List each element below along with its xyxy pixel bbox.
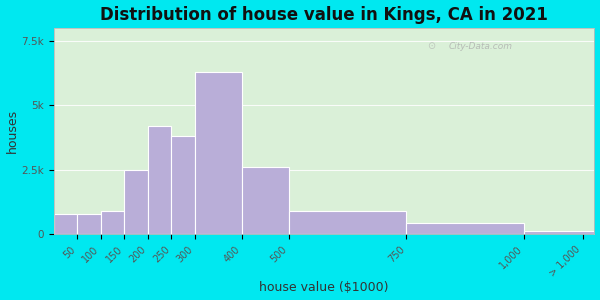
Y-axis label: houses: houses (5, 109, 19, 153)
Bar (195, 72, 242, 234)
Bar (148, 126, 172, 234)
Bar (172, 136, 195, 234)
X-axis label: house value ($1000): house value ($1000) (259, 281, 389, 294)
Title: Distribution of house value in Kings, CA in 2021: Distribution of house value in Kings, CA… (100, 6, 548, 24)
Bar (524, 230, 595, 234)
Bar (54, 214, 77, 234)
Bar (77, 214, 101, 234)
Bar (289, 211, 406, 234)
Bar (101, 211, 124, 234)
Text: City-Data.com: City-Data.com (448, 42, 512, 51)
Text: ⊙: ⊙ (427, 41, 435, 51)
Bar (242, 167, 289, 234)
Bar (124, 170, 148, 234)
Bar (406, 223, 524, 234)
